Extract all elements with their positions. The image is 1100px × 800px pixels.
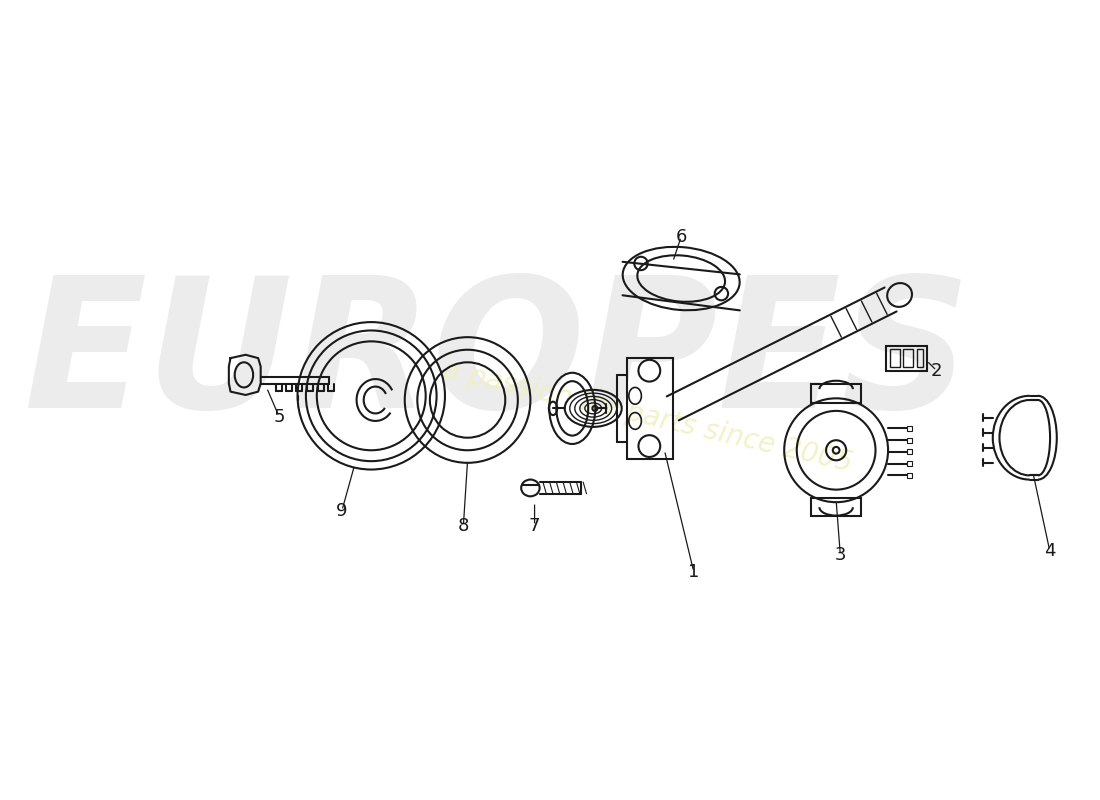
Text: 7: 7 bbox=[529, 517, 540, 534]
Text: 9: 9 bbox=[337, 502, 348, 519]
Text: 4: 4 bbox=[1044, 542, 1056, 560]
Text: 1: 1 bbox=[689, 562, 700, 581]
Bar bbox=[811, 384, 861, 402]
Text: 2: 2 bbox=[931, 362, 943, 380]
Bar bbox=[887, 346, 926, 370]
Text: a passion for parts since 2005: a passion for parts since 2005 bbox=[440, 356, 856, 478]
Bar bbox=[627, 358, 673, 458]
Bar bbox=[916, 349, 923, 367]
Bar bbox=[906, 450, 912, 454]
Bar bbox=[906, 438, 912, 442]
Bar bbox=[903, 349, 913, 367]
Bar bbox=[890, 349, 900, 367]
Text: 5: 5 bbox=[274, 408, 285, 426]
Text: 6: 6 bbox=[675, 228, 686, 246]
Bar bbox=[906, 426, 912, 431]
Bar bbox=[906, 473, 912, 478]
Bar bbox=[906, 461, 912, 466]
Text: 8: 8 bbox=[458, 517, 469, 534]
Text: 3: 3 bbox=[835, 546, 846, 564]
Text: EUROPES: EUROPES bbox=[23, 270, 971, 446]
Bar bbox=[811, 498, 861, 517]
